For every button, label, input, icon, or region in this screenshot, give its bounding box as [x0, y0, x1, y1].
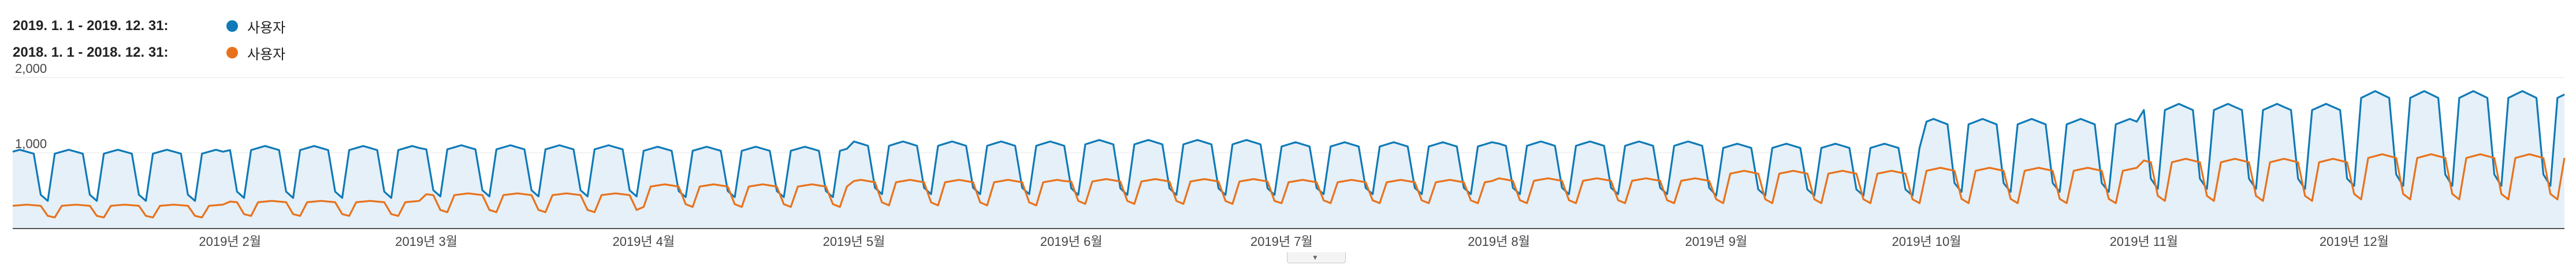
x-tick-label: 2019년 10월 [1892, 234, 1961, 249]
x-tick-label: 2019년 6월 [1040, 234, 1103, 249]
y-axis-ticks: 2,000 1,000 [15, 61, 47, 151]
legend-dot-icon [226, 20, 238, 32]
x-tick-label: 2019년 8월 [1468, 234, 1530, 249]
chart-area-fill [13, 91, 2564, 228]
x-tick-label: 2019년 12월 [2320, 234, 2389, 249]
x-tick-label: 2019년 7월 [1250, 234, 1313, 249]
legend-range-label: 2018. 1. 1 - 2018. 12. 31: [13, 45, 169, 60]
legend-row-2019[interactable]: 2019. 1. 1 - 2019. 12. 31: 사용자 [13, 13, 285, 39]
y-tick-label: 2,000 [15, 61, 47, 76]
chart-legend: 2019. 1. 1 - 2019. 12. 31: 사용자 2018. 1. … [13, 13, 285, 66]
legend-series-name: 사용자 [247, 46, 286, 62]
chevron-down-icon: ▼ [1312, 253, 1319, 262]
x-axis-ticks: 2019년 2월 2019년 3월 2019년 4월 2019년 5월 2019년 6월… [199, 234, 2389, 249]
legend-dot-icon [226, 47, 238, 58]
legend-series-name: 사용자 [247, 20, 286, 36]
series-2018-line [12, 153, 2566, 219]
chart-series-lines [12, 90, 2566, 219]
x-tick-label: 2019년 5월 [823, 234, 885, 249]
series-2019-area [13, 91, 2564, 228]
x-tick-label: 2019년 2월 [199, 234, 261, 249]
x-tick-label: 2019년 11월 [2110, 234, 2178, 249]
series-2019-line [12, 90, 2565, 202]
x-tick-label: 2019년 9월 [1685, 234, 1747, 249]
chart-resize-handle[interactable]: ▼ [1287, 252, 1346, 263]
y-tick-label: 1,000 [15, 137, 47, 151]
x-tick-label: 2019년 4월 [612, 234, 675, 249]
x-tick-label: 2019년 3월 [395, 234, 457, 249]
legend-range-label: 2019. 1. 1 - 2019. 12. 31: [13, 18, 169, 34]
legend-row-2018[interactable]: 2018. 1. 1 - 2018. 12. 31: 사용자 [13, 39, 285, 66]
